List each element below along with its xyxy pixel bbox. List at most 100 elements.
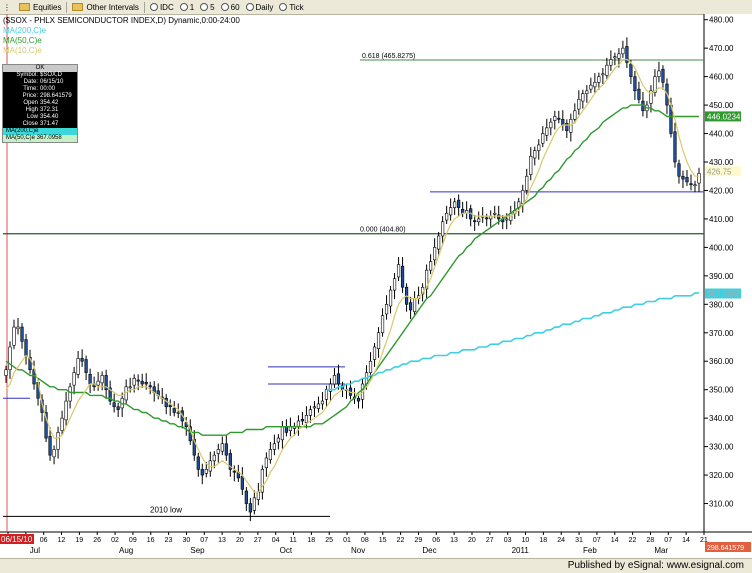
candle-body <box>76 358 80 375</box>
candle-body <box>100 375 104 384</box>
toolbar-item-equities[interactable]: Equities <box>16 0 64 14</box>
toolbar-item-daily[interactable]: Daily <box>243 0 277 14</box>
candle-body <box>609 59 613 66</box>
fib-label: 0.618 (465.8275) <box>362 53 415 60</box>
data-row: High 372.31 <box>25 107 59 113</box>
candle-body <box>545 127 549 136</box>
x-tick-label: 12 <box>58 537 66 544</box>
candle-body <box>112 402 116 408</box>
toolbar-item-1[interactable]: 1 <box>177 0 197 14</box>
x-tick-label: 27 <box>254 537 262 544</box>
candle-body <box>252 497 256 511</box>
candle-body <box>232 470 236 473</box>
candle-body <box>168 404 172 408</box>
candle-body <box>621 47 625 55</box>
toolbar-item-other-intervals[interactable]: Other Intervals <box>69 0 141 14</box>
month-label: Oct <box>280 546 293 555</box>
y-tick-label: 320.00 <box>709 471 734 480</box>
toolbar-item-5[interactable]: 5 <box>197 0 217 14</box>
candle-body <box>589 84 593 90</box>
data-row: Close 371.47 <box>22 121 59 127</box>
candle-body <box>264 457 268 468</box>
candle-body <box>601 73 605 76</box>
candle-body <box>328 383 333 392</box>
candle-body <box>336 373 341 385</box>
x-tick-label: 19 <box>75 537 83 544</box>
x-tick-label: 11 <box>290 537 297 544</box>
candle-body <box>28 356 32 371</box>
candle-body <box>244 490 248 504</box>
candle-body <box>613 56 617 59</box>
candle-body <box>332 375 337 385</box>
x-tick-label: 16 <box>147 537 155 544</box>
y-tick-label: 400.00 <box>709 243 734 252</box>
candle-body <box>304 415 309 424</box>
data-window[interactable]: OK Symbol: $SOX,D Date: 06/15/10 Time: 00:0… <box>2 64 78 143</box>
candle-body <box>565 122 569 131</box>
x-tick-label: 06 <box>40 537 48 544</box>
candle-body <box>689 183 693 186</box>
candle-body <box>52 449 56 458</box>
candle-body <box>433 247 437 261</box>
x-tick-label: 28 <box>646 537 654 544</box>
toolbar-item-idc[interactable]: IDC <box>147 0 177 14</box>
candle-body <box>649 90 653 104</box>
candle-body <box>533 150 537 159</box>
x-tick-label: 07 <box>664 537 672 544</box>
candle-body <box>633 76 637 92</box>
candle-body <box>517 201 521 209</box>
candle-body <box>148 385 152 388</box>
toolbar: ⋮ Equities Other Intervals IDC 1 5 60 Da… <box>0 0 752 15</box>
y-tick-label: 420.00 <box>709 186 734 195</box>
candle-body <box>88 374 92 385</box>
toolbar-grip: ⋮ <box>0 0 16 14</box>
candle-body <box>541 133 545 144</box>
price-badge <box>705 111 741 122</box>
candle-body <box>569 119 573 133</box>
toolbar-item-60[interactable]: 60 <box>218 0 243 14</box>
candle-body <box>457 199 461 208</box>
cursor-price-badge <box>705 542 751 552</box>
x-tick-label: 24 <box>557 537 565 544</box>
candle-body <box>525 175 529 191</box>
candle-body <box>577 99 581 110</box>
candle-body <box>116 406 120 410</box>
x-tick-label: 01 <box>343 537 351 544</box>
candle-body <box>196 456 200 470</box>
y-tick-label: 330.00 <box>709 443 734 452</box>
candle-body <box>408 302 413 311</box>
candle-body <box>204 469 208 474</box>
footer: Published by eSignal: www.esignal.com <box>0 558 752 573</box>
month-label: Feb <box>583 546 597 555</box>
candle-body <box>12 326 16 346</box>
candle-body <box>661 68 665 83</box>
price-chart[interactable]: 310.00 320.00 330.00 340.00 350.00 360.00 370.… <box>0 14 752 558</box>
ma10-line <box>5 58 699 493</box>
radio-icon <box>279 3 288 11</box>
x-tick-label: 22 <box>397 537 405 544</box>
candle-body <box>268 449 272 461</box>
x-tick-label: 03 <box>504 537 512 544</box>
candle-body <box>693 184 697 187</box>
candle-body <box>228 453 232 470</box>
fib-label: 0.000 (404.80) <box>360 227 406 234</box>
x-tick-label: 04 <box>272 537 280 544</box>
x-tick-label: 22 <box>629 537 637 544</box>
footer-credit: Published by eSignal: www.esignal.com <box>567 560 744 571</box>
price-badge-label: 446.0234 <box>707 112 741 121</box>
candle-body <box>445 212 449 221</box>
candle-body <box>449 207 453 216</box>
candle-body <box>585 90 589 94</box>
price-badge <box>705 166 741 177</box>
candle-body <box>324 389 329 400</box>
candle-body <box>8 346 12 371</box>
data-row: Price: 298.641579 <box>22 93 72 99</box>
y-tick-label: 440.00 <box>709 130 734 139</box>
y-tick-label: 310.00 <box>709 500 734 509</box>
candle-body <box>372 346 377 360</box>
toolbar-item-tick[interactable]: Tick <box>276 0 306 14</box>
candle-body <box>44 412 48 439</box>
radio-icon <box>220 3 229 11</box>
candle-body <box>240 475 244 490</box>
candle-body <box>280 426 284 441</box>
